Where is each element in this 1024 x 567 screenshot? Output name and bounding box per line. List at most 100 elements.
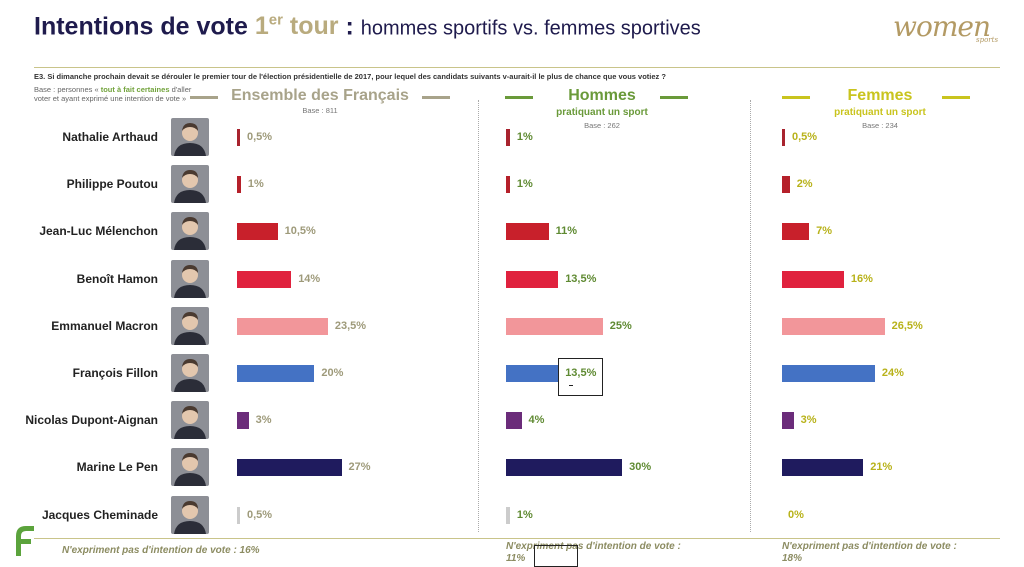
- bar-3: [782, 317, 885, 335]
- candidate-photo: [171, 212, 209, 251]
- bar-value-label: 13,5%: [565, 272, 597, 285]
- candidate-name: Jean-Luc Mélenchon: [39, 224, 158, 239]
- bar-value-label: 23,5%: [334, 319, 367, 332]
- group-header-line: [422, 96, 450, 99]
- bar-2: [506, 223, 549, 241]
- bar-1: [237, 459, 342, 477]
- base-note-prefix: Base : personnes «: [34, 85, 101, 94]
- bar-3: [782, 129, 785, 146]
- bar-value-label: 1%: [516, 508, 533, 521]
- bar-value-label: 0,5%: [792, 131, 818, 143]
- bar-1: [237, 365, 315, 382]
- bar-value-label: 20%: [321, 367, 344, 379]
- question-text: E3. Si dimanche prochain devait se dérou…: [34, 72, 666, 81]
- group-subtitle-3: pratiquant un sport: [834, 107, 926, 118]
- person-silhouette-icon: [171, 401, 209, 440]
- annotation-tick: [569, 385, 573, 386]
- bar-2: [506, 129, 510, 146]
- no-intention-note: N'expriment pas d'intention de vote : 16…: [62, 545, 260, 556]
- bar-value-label: 3%: [800, 414, 817, 427]
- bar-3: [782, 176, 790, 194]
- candidate-photo: [171, 448, 209, 487]
- candidate-photo: [171, 259, 209, 298]
- candidate-photo: [171, 306, 209, 345]
- group-header-line: [942, 96, 970, 99]
- person-silhouette-icon: [171, 212, 209, 251]
- bar-value-label: 16%: [850, 272, 873, 285]
- bar-value-label: 3%: [255, 414, 272, 427]
- footer-divider: [34, 538, 1000, 539]
- person-silhouette-icon: [171, 118, 209, 156]
- bar-value-label: 0,5%: [247, 508, 273, 521]
- annotation-box: [558, 358, 603, 396]
- candidate-name: Emmanuel Macron: [51, 318, 158, 333]
- group-base-2: Base : 262: [584, 121, 620, 130]
- bar-2: [506, 459, 623, 477]
- candidate-name: Jacques Cheminade: [41, 507, 158, 522]
- bar-value-label: 25%: [609, 319, 632, 332]
- candidate-photo: [171, 495, 209, 534]
- group-base-3: Base : 234: [862, 121, 898, 130]
- column-separator: [750, 100, 751, 532]
- bar-value-label: 0%: [788, 508, 804, 521]
- women-sports-logo: women: [893, 10, 991, 43]
- group-header-line: [782, 96, 810, 99]
- bar-3: [782, 365, 875, 382]
- bar-1: [237, 129, 240, 146]
- bar-value-label: 21%: [870, 461, 893, 474]
- bar-2: [506, 506, 510, 524]
- annotation-box: [534, 545, 578, 567]
- bar-2: [506, 176, 510, 194]
- candidate-name: Philippe Poutou: [66, 177, 158, 192]
- bar-2: [506, 365, 559, 382]
- bar-1: [237, 223, 278, 241]
- page-title: Intentions de vote 1er tour : hommes spo…: [34, 12, 701, 41]
- title-round-number: 1: [254, 12, 269, 41]
- bar-1: [237, 412, 249, 430]
- base-note-suffix: d'aller voter et ayant exprimé une inten…: [34, 85, 192, 103]
- bar-value-label: 27%: [348, 461, 371, 474]
- bar-value-label: 10,5%: [284, 225, 316, 238]
- bar-2: [506, 317, 603, 335]
- candidate-name: François Fillon: [72, 366, 158, 380]
- group-header-3: Femmes: [847, 87, 913, 104]
- bar-value-label: 11%: [555, 225, 578, 238]
- candidate-photo: [171, 354, 209, 392]
- person-silhouette-icon: [171, 165, 209, 204]
- group-base-1: Base : 811: [302, 106, 338, 115]
- bar-value-label: 1%: [516, 178, 533, 191]
- title-colon: :: [338, 12, 361, 41]
- header-divider: [34, 67, 1000, 68]
- title-main: Intentions de vote: [34, 12, 255, 41]
- title-round-word: tour: [282, 12, 339, 41]
- person-silhouette-icon: [171, 448, 209, 487]
- bar-2: [506, 412, 522, 430]
- column-separator: [478, 100, 479, 532]
- bar-value-label: 14%: [298, 272, 321, 285]
- title-rest: hommes sportifs vs. femmes sportives: [360, 17, 701, 40]
- bar-value-label: 0,5%: [247, 131, 273, 143]
- group-header-line: [505, 96, 533, 99]
- bar-value-label: 24%: [881, 367, 904, 379]
- base-note-highlight: tout à fait certaines: [100, 85, 170, 94]
- bar-value-label: 1%: [247, 178, 264, 191]
- bar-3: [782, 459, 864, 477]
- bar-1: [237, 317, 328, 335]
- group-header-line: [660, 96, 688, 99]
- group-header-line: [190, 96, 218, 99]
- group-header-2: Hommes: [568, 87, 636, 104]
- candidate-photo: [171, 165, 209, 204]
- person-silhouette-icon: [171, 354, 209, 392]
- bar-3: [782, 270, 844, 288]
- bar-value-label: 26,5%: [891, 319, 923, 332]
- title-round-sup: er: [268, 12, 283, 29]
- ifop-logo-icon: [16, 526, 34, 556]
- bar-value-label: 7%: [816, 225, 832, 238]
- group-header-1: Ensemble des Français: [231, 87, 409, 104]
- bar-value-label: 30%: [629, 461, 652, 474]
- no-intention-note: N'expriment pas d'intention de vote : 11…: [506, 541, 681, 564]
- bar-1: [237, 270, 292, 288]
- bar-value-label: 13,5%: [565, 367, 597, 379]
- person-silhouette-icon: [171, 259, 209, 298]
- candidate-name: Marine Le Pen: [76, 460, 158, 475]
